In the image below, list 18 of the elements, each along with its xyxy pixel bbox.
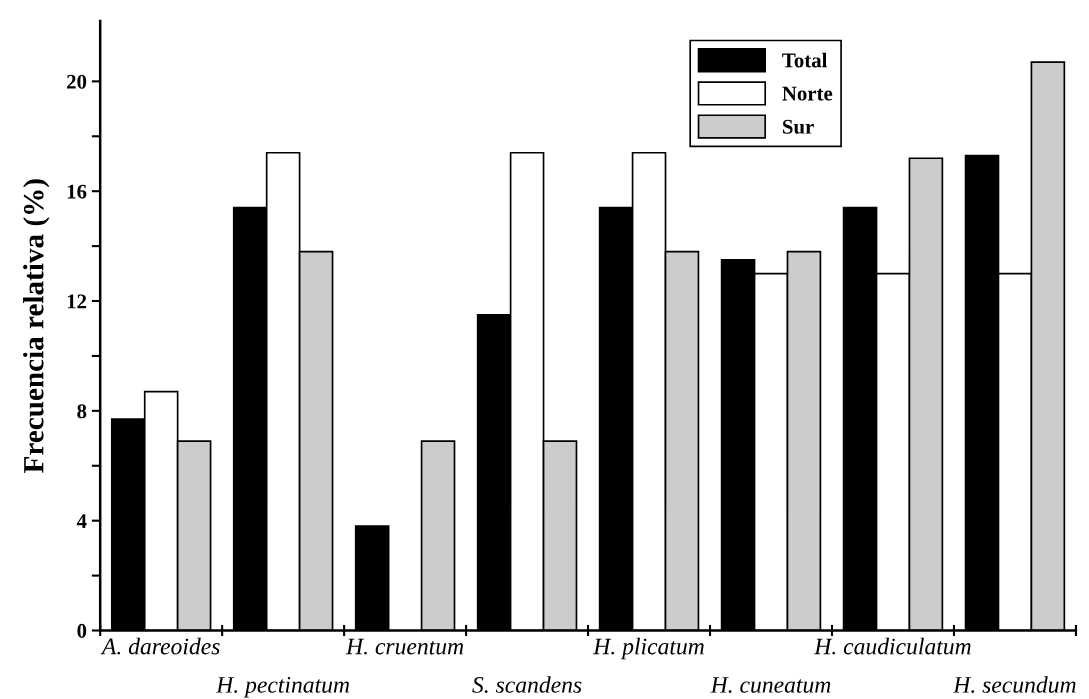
x-tick-label: H. pectinatum [216,676,350,698]
x-tick-label: A. dareoides [100,637,220,655]
legend-label: Sur [782,119,814,134]
y-tick-label: 0 [77,623,87,638]
y-tick-label: 12 [67,294,87,309]
x-tick-label: H. cruentum [345,638,464,655]
x-tick-label: H. secundum [953,676,1076,693]
x-tick-label: H. plicatum [593,637,704,660]
legend-label: Norte [782,86,833,101]
y-axis-title: Frecuencia relativa (%) [23,179,50,473]
y-tick-label: 16 [67,184,87,199]
x-tick-label: S. scandens [472,676,582,693]
x-tick-label: H. cuneatum [710,677,831,693]
y-tick-label: 20 [67,74,87,89]
y-tick-label: 4 [76,514,87,528]
legend-label: Total [782,52,828,68]
x-tick-label: H. caudiculatum [814,637,971,655]
y-tick-label: 8 [77,404,87,419]
